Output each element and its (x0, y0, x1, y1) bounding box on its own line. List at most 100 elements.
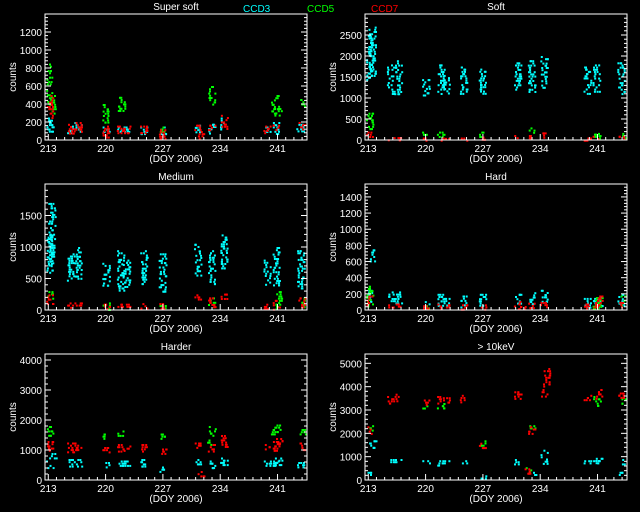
data-point (118, 462, 121, 465)
data-point (277, 258, 280, 260)
data-point (589, 70, 592, 73)
data-point (593, 460, 596, 463)
data-point (371, 121, 374, 124)
data-point (623, 71, 626, 74)
data-point (544, 460, 547, 463)
data-point (440, 307, 443, 310)
data-point (368, 117, 371, 120)
data-point (393, 300, 396, 303)
data-point (368, 294, 371, 297)
data-point (265, 464, 268, 467)
data-point (527, 472, 530, 475)
data-point (297, 466, 300, 469)
data-point (164, 255, 167, 258)
data-point (426, 405, 429, 408)
data-point (80, 269, 83, 271)
data-point (195, 461, 198, 464)
data-point (466, 88, 469, 91)
data-point (103, 106, 106, 109)
data-point (542, 389, 545, 391)
data-point (80, 277, 83, 280)
data-point (440, 82, 442, 84)
data-point (301, 278, 304, 281)
data-point (73, 451, 76, 454)
data-point (529, 82, 532, 85)
data-point (127, 303, 130, 306)
data-point (274, 445, 277, 448)
data-point (528, 66, 531, 69)
data-point (125, 279, 128, 282)
data-point (530, 60, 533, 63)
data-point (527, 64, 530, 67)
data-point (528, 432, 531, 435)
data-point (106, 308, 109, 311)
data-point (600, 305, 603, 308)
data-point (226, 446, 229, 448)
x-tick-label: 227 (475, 314, 492, 325)
data-point (483, 90, 485, 93)
data-point (124, 105, 127, 108)
data-point (122, 110, 125, 112)
data-point (51, 235, 54, 238)
data-point (515, 88, 518, 91)
data-point (51, 269, 54, 272)
y-tick-label: 0 (356, 476, 362, 487)
data-point (369, 66, 372, 69)
data-point (534, 75, 537, 78)
data-point (275, 271, 278, 274)
data-point (104, 112, 107, 115)
data-point (370, 75, 373, 77)
data-point (142, 252, 145, 255)
data-point (514, 75, 517, 78)
data-point (48, 128, 51, 131)
data-point (520, 302, 523, 305)
data-point (79, 251, 82, 254)
data-point (485, 475, 488, 478)
panel-title: Medium (158, 172, 194, 183)
data-point (104, 278, 107, 281)
data-point (302, 101, 305, 104)
data-point (144, 465, 147, 468)
data-point (374, 28, 377, 31)
y-tick-label: 0 (36, 306, 42, 317)
data-point (388, 293, 391, 296)
data-point (224, 437, 227, 440)
data-point (197, 298, 200, 301)
data-point (143, 459, 146, 461)
data-point (594, 307, 596, 310)
y-axis-label: counts (8, 402, 19, 431)
data-point (76, 264, 79, 267)
data-point (369, 48, 372, 51)
data-point (479, 304, 482, 307)
data-point (164, 290, 167, 293)
data-point (619, 82, 622, 85)
data-point (585, 68, 588, 71)
data-point (371, 292, 374, 294)
data-point (515, 71, 517, 74)
data-point (481, 293, 484, 296)
data-point (47, 430, 50, 433)
data-point (367, 296, 370, 299)
data-point (545, 379, 548, 381)
panel-title: > 10keV (478, 342, 515, 353)
data-point (368, 50, 371, 53)
data-point (592, 82, 595, 84)
data-point (594, 64, 597, 67)
data-point (374, 72, 377, 75)
data-point (277, 297, 280, 300)
data-point (123, 259, 125, 262)
data-point (482, 444, 485, 447)
data-point (212, 123, 214, 126)
data-point (46, 126, 49, 129)
data-point (143, 280, 146, 283)
data-point (159, 259, 162, 262)
data-point (77, 277, 80, 280)
data-point (108, 130, 111, 133)
data-point (460, 75, 463, 78)
data-point (226, 260, 229, 263)
data-point (599, 135, 602, 138)
data-point (440, 139, 443, 142)
data-point (210, 128, 213, 131)
data-point (124, 272, 127, 275)
